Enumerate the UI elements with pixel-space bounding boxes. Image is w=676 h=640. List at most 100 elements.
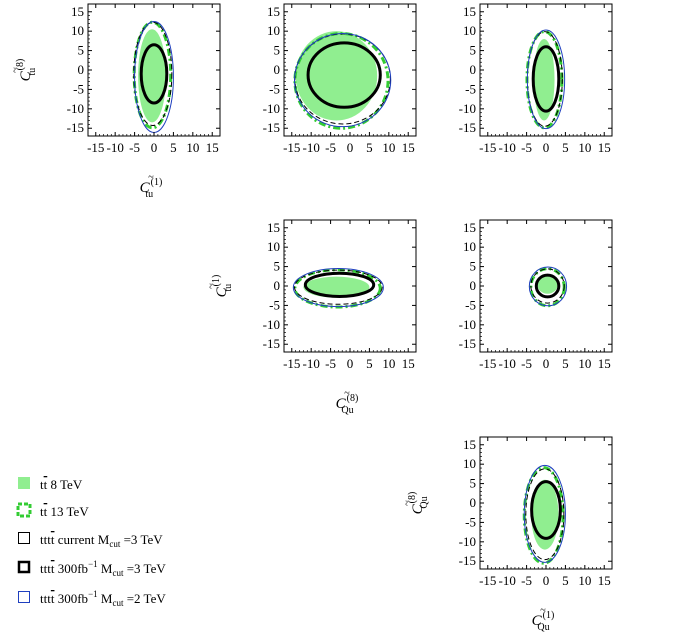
legend-swatch <box>18 591 30 603</box>
x-tick-label: 5 <box>562 140 569 155</box>
contour-tt8 <box>533 38 555 121</box>
y-tick-label: 0 <box>470 62 477 77</box>
y-tick-label: 5 <box>470 259 477 274</box>
contour-proj3 <box>139 43 169 105</box>
y-tick-label: 15 <box>463 220 476 235</box>
x-tick-label: 0 <box>347 356 354 371</box>
legend-tbar: t <box>44 504 48 519</box>
axis-label-base: C <box>410 503 426 514</box>
axis-label-sup: (8) <box>347 393 359 404</box>
axis-label-base: C <box>214 286 230 297</box>
x-tick-label: 15 <box>598 573 611 588</box>
contour-proj3 <box>530 480 562 540</box>
axis-label-base: C <box>532 613 543 629</box>
y-tick-label: -15 <box>263 336 280 351</box>
contour-current <box>293 269 383 305</box>
x-tick-label: -15 <box>87 140 104 155</box>
y-tick-label: -5 <box>465 297 476 312</box>
x-tick-label: 0 <box>543 573 550 588</box>
x-tick-label: -5 <box>325 356 336 371</box>
contour-current <box>530 268 565 304</box>
axis-label-tilde: ~ <box>148 172 154 183</box>
axis-label-sup: (8) <box>15 59 26 71</box>
y-tick-label: 5 <box>274 259 281 274</box>
y-tick-label: 10 <box>463 23 476 38</box>
axis-label-base: C <box>18 70 34 81</box>
axis-label-sub: Qu <box>341 405 353 416</box>
x-tick-label: 0 <box>543 140 550 155</box>
y-tick-label: -5 <box>465 514 476 529</box>
x-tick-label: -15 <box>283 140 300 155</box>
axis-label-sup: (1) <box>151 177 163 188</box>
contour-proj3 <box>303 271 376 298</box>
y-tick-label: 15 <box>267 4 280 19</box>
x-tick-label: -10 <box>499 573 516 588</box>
y-tick-label: 5 <box>78 43 85 58</box>
x-tick-label: 15 <box>598 356 611 371</box>
legend-item-current: tttt current Mcut =3 TeV <box>18 532 163 549</box>
y-tick-label: 5 <box>470 43 477 58</box>
x-tick-label: -10 <box>303 356 320 371</box>
axis-label-text: C(1) Qu <box>532 610 555 633</box>
x-tick-label: 15 <box>598 140 611 155</box>
legend-swatch <box>18 477 30 489</box>
x-tick-label: 10 <box>578 573 591 588</box>
y-tick-label: 10 <box>267 239 280 254</box>
axis-label: ~C(8)tu <box>10 59 38 82</box>
axis-label-base: C <box>336 396 347 412</box>
y-tick-label: -5 <box>465 81 476 96</box>
axis-label-tilde: ~ <box>402 500 413 506</box>
contour-proj3 <box>531 45 561 113</box>
contour-proj2 <box>528 266 568 307</box>
legend-swatch <box>17 560 31 574</box>
axis-label-sub: tu <box>27 68 38 76</box>
contour-current <box>133 21 173 127</box>
axis-label-tilde: ~ <box>344 388 350 399</box>
y-tick-label: -15 <box>67 120 84 135</box>
contour-proj2 <box>523 464 566 563</box>
y-tick-label: 0 <box>274 62 281 77</box>
x-tick-label: 5 <box>366 140 373 155</box>
plot-area <box>525 29 566 130</box>
y-tick-label: -15 <box>459 553 476 568</box>
x-tick-label: 10 <box>382 356 395 371</box>
x-tick-label: 0 <box>543 356 550 371</box>
axis-label-text: C(8)Qu <box>407 492 430 515</box>
legend: tt 8 TeV tt 13 TeV tttt current Mcut =3 Te… <box>16 477 166 608</box>
x-tick-label: -15 <box>479 573 496 588</box>
contour-proj2 <box>292 268 384 308</box>
legend-swatch <box>18 532 30 544</box>
contour-proj2 <box>293 33 392 128</box>
legend-item-proj3: tttt 300fb−1 Mcut =3 TeV <box>17 559 166 578</box>
y-tick-label: -5 <box>269 81 280 96</box>
x-tick-label: 10 <box>578 356 591 371</box>
y-tick-label: 5 <box>274 43 281 58</box>
y-tick-label: -15 <box>459 120 476 135</box>
x-tick-label: 0 <box>347 140 354 155</box>
x-tick-label: 5 <box>170 140 177 155</box>
x-tick-label: -15 <box>283 356 300 371</box>
axis-label: ~C(1) Qu <box>532 605 555 633</box>
legend-label: tt 13 TeV <box>40 504 89 519</box>
axis-label-tilde: ~ <box>10 67 21 73</box>
y-tick-label: 15 <box>463 4 476 19</box>
axis-label-text: C(1)tu <box>140 177 163 200</box>
axis-label-sub: Qu <box>537 622 549 633</box>
contour-tt13 <box>132 20 173 130</box>
x-tick-label: 0 <box>151 140 158 155</box>
y-tick-label: -10 <box>459 101 476 116</box>
x-tick-label: 10 <box>578 140 591 155</box>
contour-tt8 <box>303 276 370 298</box>
axis-label: ~C(8)Qu <box>402 492 430 515</box>
plot-area <box>522 464 566 565</box>
x-tick-label: 15 <box>402 356 415 371</box>
y-tick-label: -10 <box>263 317 280 332</box>
y-tick-label: 0 <box>470 278 477 293</box>
contour-proj3 <box>534 273 561 299</box>
legend-label: tttt 300fb−1 Mcut =3 TeV <box>40 559 166 578</box>
x-tick-label: -5 <box>325 140 336 155</box>
